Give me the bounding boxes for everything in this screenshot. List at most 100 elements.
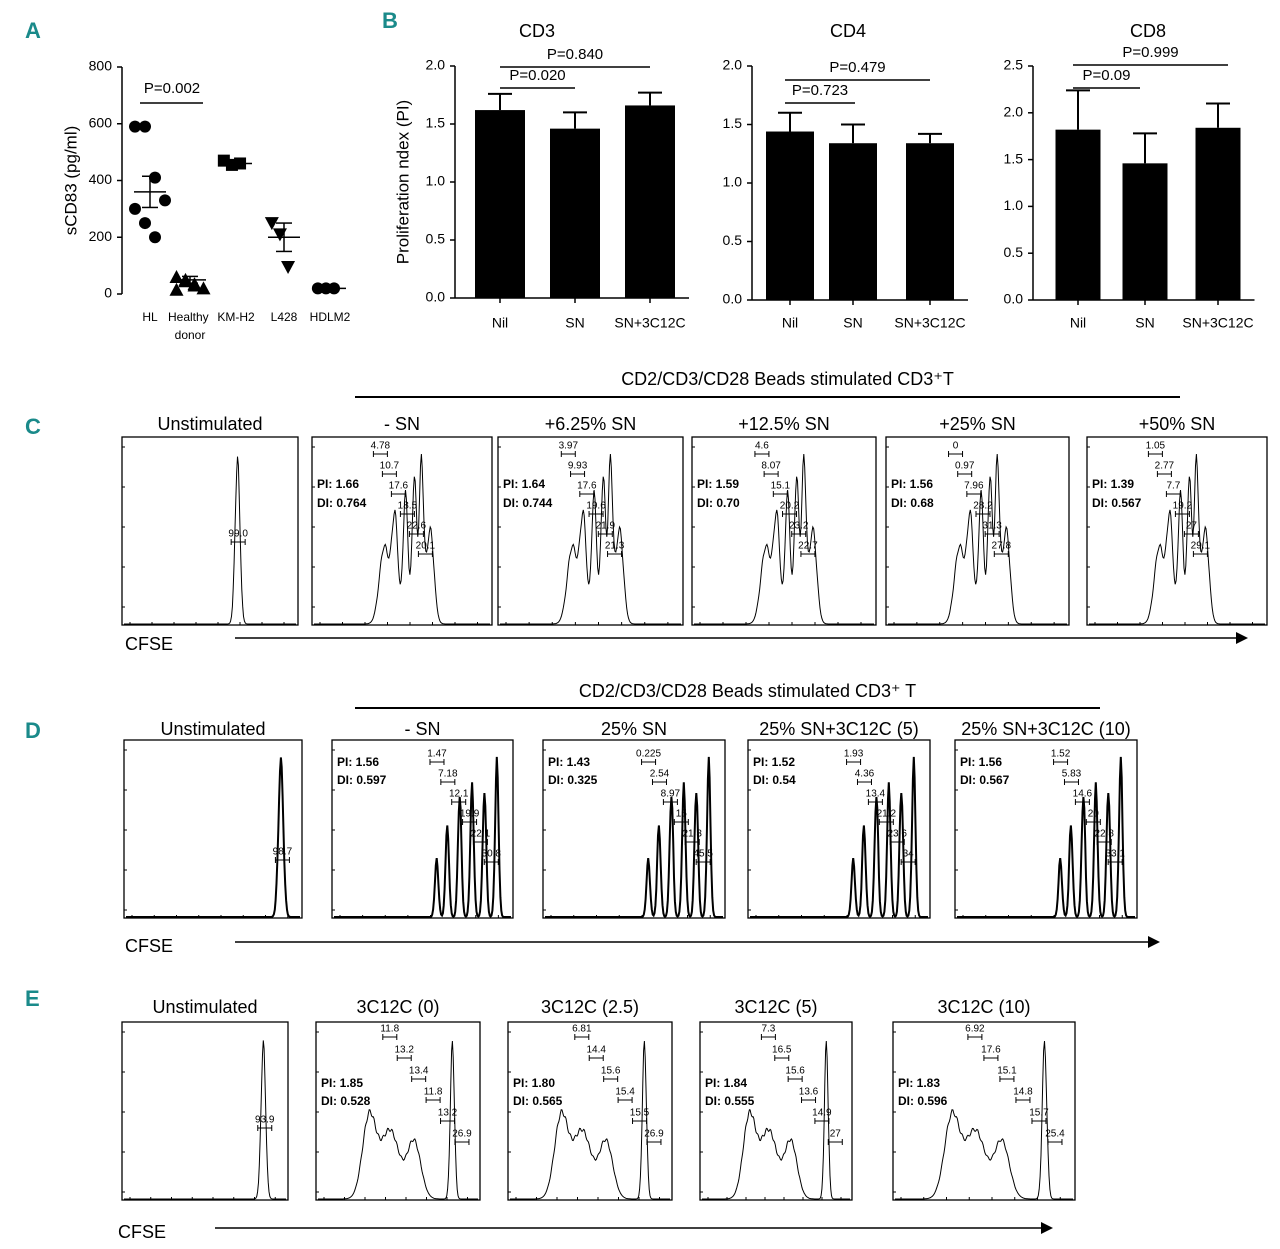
di-label: DI: 0.68 — [891, 496, 934, 510]
pi-label: PI: 1.66 — [317, 477, 359, 491]
pi-label: PI: 1.85 — [321, 1076, 363, 1090]
gate-label: 19.2 — [1173, 501, 1193, 512]
axis-label: CFSE — [125, 936, 173, 956]
di-label: DI: 0.555 — [705, 1094, 755, 1108]
pi-label: PI: 1.52 — [753, 755, 795, 769]
gate-label: 27.8 — [992, 541, 1012, 552]
plot-frame — [315, 1021, 481, 1201]
plot-title: Unstimulated — [160, 719, 265, 739]
p-value: P=0.999 — [1122, 44, 1178, 61]
p-value: P=0.723 — [792, 82, 848, 99]
pi-label: PI: 1.56 — [960, 755, 1002, 769]
bar — [1195, 127, 1241, 300]
histogram — [1089, 453, 1265, 625]
di-label: DI: 0.325 — [548, 773, 598, 787]
gate-label: 14.6 — [1073, 789, 1093, 800]
bar — [625, 105, 675, 298]
gate-label: 99.0 — [228, 529, 248, 540]
gate-label: 0.97 — [955, 461, 975, 472]
gate-label: 25.4 — [1045, 1129, 1065, 1140]
gate-label: 15.4 — [615, 1087, 635, 1098]
gate-label: 3.97 — [559, 441, 579, 452]
gate-label: 0 — [953, 441, 959, 452]
y-tick-label: 0.0 — [1004, 291, 1024, 307]
data-point — [272, 228, 287, 242]
arrow-head — [1236, 632, 1248, 644]
gate-label: 4.78 — [371, 441, 391, 452]
y-tick-label: 0.0 — [426, 289, 446, 305]
x-tick-label: SN+3C12C — [1182, 315, 1253, 331]
bar — [829, 143, 877, 300]
gate-label: 15.6 — [785, 1066, 805, 1077]
gate-label: 13.4 — [866, 789, 886, 800]
panel-label: C — [25, 414, 41, 439]
gate-label: 4.36 — [855, 769, 875, 780]
gate-label: 98.7 — [273, 847, 293, 858]
gate-label: 10.7 — [380, 461, 400, 472]
x-tick-label: HDLM2 — [310, 310, 351, 324]
plot-frame — [121, 436, 299, 626]
data-point — [129, 120, 141, 133]
gate-label: 13.2 — [438, 1108, 458, 1119]
di-label: DI: 0.596 — [898, 1094, 948, 1108]
plot-frame — [497, 436, 684, 626]
gate-label: 2.54 — [650, 769, 670, 780]
data-point — [169, 282, 184, 296]
gate-label: 33.1 — [1105, 849, 1125, 860]
pi-label: PI: 1.43 — [548, 755, 590, 769]
plot-title: Unstimulated — [157, 414, 262, 434]
histogram — [500, 453, 681, 625]
arrow-head — [1148, 936, 1160, 948]
gate-label: 16.5 — [772, 1045, 792, 1056]
gate-label: 17.6 — [577, 481, 597, 492]
gate-label: 15.6 — [601, 1066, 621, 1077]
y-tick-label: 1.0 — [723, 174, 743, 190]
plot-title: - SN — [405, 719, 441, 739]
y-tick-label: 0.0 — [723, 291, 743, 307]
histogram — [334, 756, 511, 918]
gate-label: 22.6 — [407, 521, 427, 532]
plot-frame — [1086, 436, 1268, 626]
gate-label: 20.1 — [416, 541, 436, 552]
x-tick-label: HL — [142, 310, 158, 324]
gate-label: 7.96 — [964, 481, 984, 492]
gate-label: 18.5 — [398, 501, 418, 512]
gate-label: 27 — [1186, 521, 1198, 532]
panel-label: B — [382, 8, 398, 33]
bar — [1055, 129, 1101, 300]
histogram — [124, 456, 296, 625]
gate-label: 6.92 — [965, 1024, 985, 1035]
y-axis-label: Proliferation ndex (PI) — [393, 100, 412, 264]
bar — [906, 143, 954, 300]
plot-title: +6.25% SN — [545, 414, 637, 434]
gate-label: 19.6 — [586, 501, 606, 512]
gate-label: 13.6 — [799, 1087, 819, 1098]
data-point — [149, 231, 161, 244]
plot-title: 25% SN+3C12C (10) — [961, 719, 1131, 739]
p-value: P=0.020 — [509, 67, 565, 84]
gate-label: 7.7 — [1166, 481, 1180, 492]
pi-label: PI: 1.39 — [1092, 477, 1134, 491]
plot-title: +12.5% SN — [738, 414, 830, 434]
plot-frame — [311, 436, 493, 626]
gate-label: 14.4 — [586, 1045, 606, 1056]
gate-label: 11.8 — [424, 1087, 443, 1098]
gate-label: 30.8 — [482, 849, 502, 860]
x-tick-label: SN+3C12C — [894, 315, 965, 331]
y-tick-label: 2.5 — [1004, 57, 1024, 73]
y-tick-label: 0.5 — [1004, 244, 1024, 260]
chart-title: CD4 — [830, 21, 866, 41]
p-value: P=0.09 — [1083, 67, 1131, 84]
gate-label: 20.2 — [780, 501, 800, 512]
plot-frame — [699, 1021, 853, 1201]
x-tick-label: SN — [1135, 315, 1154, 331]
gate-label: 12.1 — [449, 789, 469, 800]
bar — [550, 128, 600, 298]
gate-label: 15 — [676, 809, 688, 820]
gate-label: 45.5 — [693, 849, 713, 860]
histogram — [750, 756, 928, 918]
di-label: DI: 0.528 — [321, 1094, 371, 1108]
gate-label: 15.1 — [997, 1066, 1017, 1077]
gate-label: 22.1 — [471, 829, 491, 840]
arrow-head — [1041, 1222, 1053, 1234]
